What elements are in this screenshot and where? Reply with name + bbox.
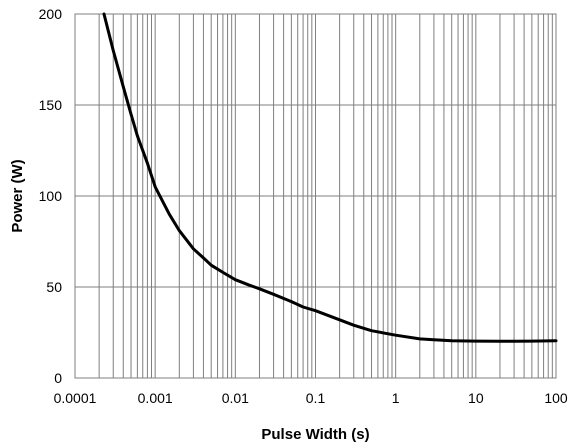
grid-lines xyxy=(75,14,556,378)
x-tick-label: 0.01 xyxy=(222,390,249,406)
y-tick-label: 200 xyxy=(39,6,63,22)
x-tick-label: 100 xyxy=(544,390,568,406)
y-tick-labels: 0 50 100 150 200 xyxy=(39,6,63,386)
x-tick-label: 0.001 xyxy=(138,390,173,406)
y-tick-label: 150 xyxy=(39,97,63,113)
x-tick-labels: 0.0001 0.001 0.01 0.1 1 10 100 xyxy=(54,390,568,406)
plot-area-frame xyxy=(74,13,557,379)
x-tick-label: 10 xyxy=(468,390,484,406)
power-curve-line xyxy=(102,12,558,343)
y-axis-title: Power (W) xyxy=(9,159,26,232)
x-axis-title: Pulse Width (s) xyxy=(261,426,369,443)
series-group xyxy=(102,12,558,343)
x-tick-label: 1 xyxy=(392,390,400,406)
y-tick-label: 100 xyxy=(39,188,63,204)
y-tick-label: 50 xyxy=(46,279,62,295)
x-tick-label: 0.0001 xyxy=(54,390,97,406)
y-tick-label: 0 xyxy=(54,370,62,386)
x-tick-label: 0.1 xyxy=(306,390,326,406)
